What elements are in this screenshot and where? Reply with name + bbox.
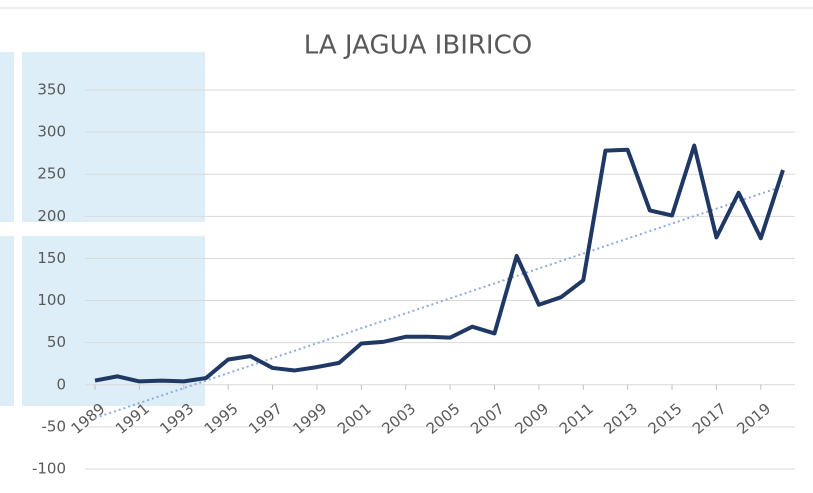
chart-title: LA JAGUA IBIRICO [304, 31, 532, 61]
y-tick-label: 0 [56, 375, 66, 393]
y-tick-label: -100 [32, 460, 66, 478]
y-tick-label: 350 [37, 81, 66, 99]
y-tick-label: 50 [47, 333, 66, 351]
y-tick-label: 300 [37, 123, 66, 141]
data-line [94, 143, 785, 384]
y-tick-label: 100 [37, 291, 66, 309]
backdrop [0, 52, 14, 222]
y-tick-label: -50 [42, 417, 67, 435]
y-tick-label: 200 [37, 207, 66, 225]
y-tick-label: 250 [37, 165, 66, 183]
backdrop [22, 52, 205, 222]
backdrop [0, 236, 14, 406]
y-tick-label: 150 [37, 249, 66, 267]
trend-line [94, 185, 784, 419]
